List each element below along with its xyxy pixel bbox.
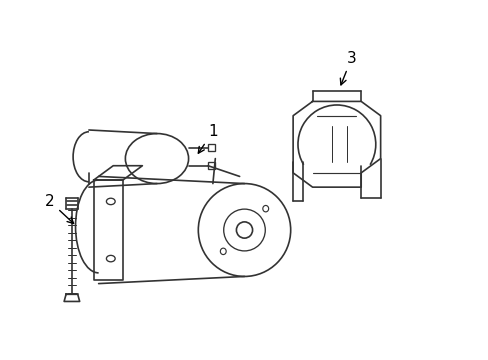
Text: 2: 2 [45,194,73,224]
Bar [207,162,215,169]
Text: 1: 1 [198,124,217,153]
Bar [207,144,215,152]
Text: 3: 3 [340,51,356,85]
